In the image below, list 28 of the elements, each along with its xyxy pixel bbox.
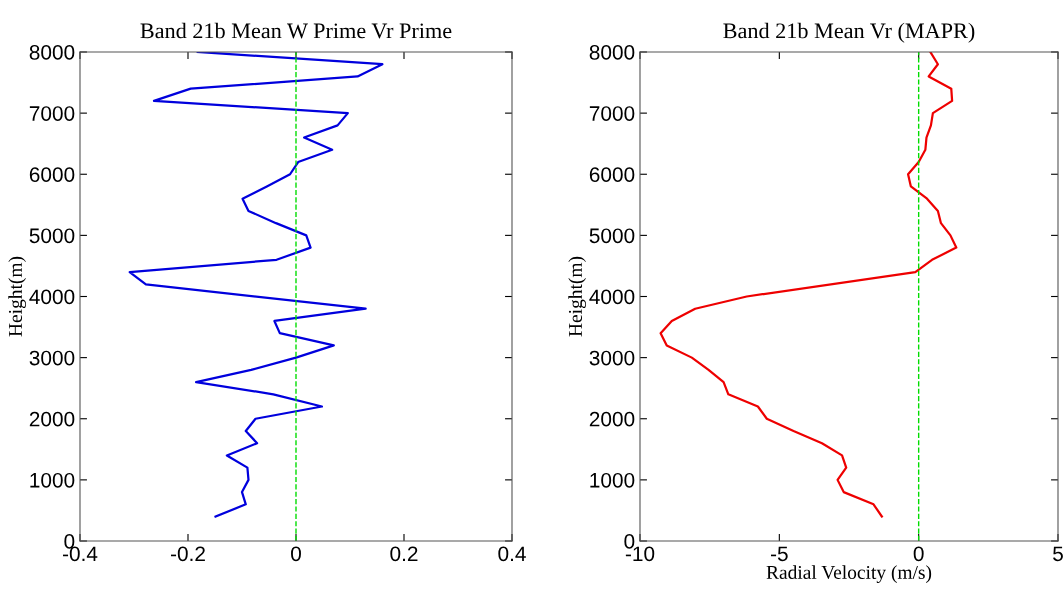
y-tick-label: 6000 <box>589 167 635 182</box>
y-tick-label: 3000 <box>29 350 75 366</box>
chart-title: Band 21b Mean Vr (MAPR) <box>723 22 975 43</box>
y-tick-label: 7000 <box>589 106 635 121</box>
y-tick-label: 2000 <box>29 411 75 427</box>
y-tick-label: 1000 <box>590 472 635 488</box>
x-tick-label: -0.2 <box>170 546 205 562</box>
y-tick-label: 7000 <box>29 106 75 121</box>
y-tick-label: 5000 <box>29 228 75 244</box>
x-tick-label: 0.4 <box>498 546 526 562</box>
x-tick-label: 0 <box>291 546 301 562</box>
y-axis-title: Height(m) <box>8 256 27 337</box>
y-tick-label: 5000 <box>589 228 635 244</box>
y-tick-label: 3000 <box>589 350 635 366</box>
y-axis-title: Height(m) <box>568 256 587 337</box>
y-tick-label: 2000 <box>589 411 635 427</box>
y-tick-label: 6000 <box>29 167 75 182</box>
chart-title: Band 21b Mean W Prime Vr Prime <box>140 22 452 39</box>
x-tick-label: 5 <box>1053 546 1063 562</box>
x-tick-label: 0.2 <box>390 546 418 562</box>
x-axis-title: Radial Velocity (m/s) <box>766 565 932 583</box>
y-tick-label: 4000 <box>29 289 75 305</box>
y-tick-label: 1000 <box>30 472 75 488</box>
y-tick-label: 4000 <box>589 289 635 305</box>
y-tick-label: 8000 <box>29 45 75 60</box>
y-tick-label: 8000 <box>589 45 635 60</box>
x-tick-label: -5 <box>771 546 788 562</box>
x-tick-label: 0 <box>913 546 924 562</box>
